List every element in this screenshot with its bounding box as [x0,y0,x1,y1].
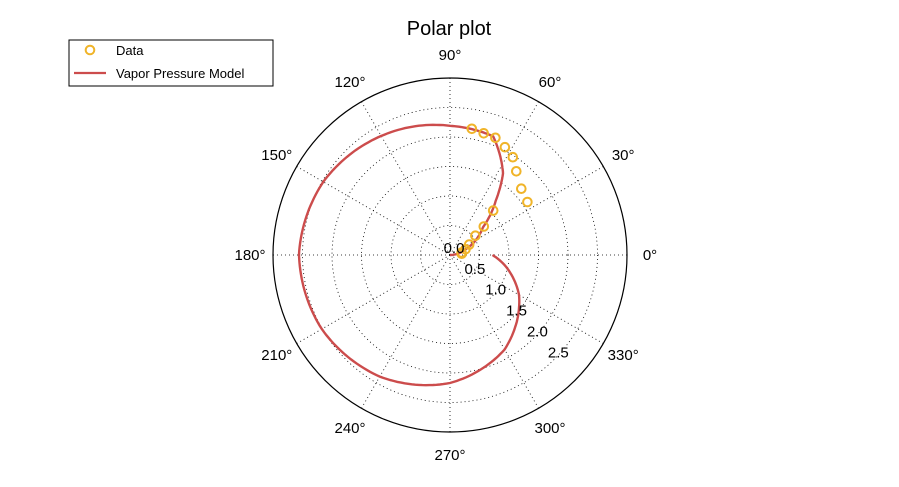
data-point [463,239,475,250]
angular-gridline [361,254,451,409]
data-point [516,183,527,194]
angular-gridline [296,166,451,256]
legend-box [68,39,274,87]
data-point [478,221,490,232]
data-point [507,151,519,163]
radial-gridline [331,136,569,374]
data-point [470,230,481,241]
series-layer [297,123,533,387]
legend: Data Vapor Pressure Model [68,39,274,87]
outer-ring [272,77,628,433]
data-point [490,132,501,144]
angular-gridline [449,254,539,409]
angle-tick-label: 300° [534,420,565,437]
angle-tick-label: 240° [334,420,365,437]
radial-tick-label: 0.5 [464,261,485,278]
angle-tick-label: 180° [234,247,265,264]
angular-gridline [449,254,604,344]
data-point [478,128,490,139]
polar-grid [273,78,627,432]
angle-tick-label: 210° [261,347,292,364]
radial-gridline [420,225,480,285]
legend-label-data: Data [116,43,144,58]
radial-tick-label: 2.0 [527,323,548,340]
legend-data-marker [84,44,96,56]
data-point [499,141,511,153]
angle-tick-label: 270° [434,447,465,464]
angular-gridline [449,101,539,256]
angular-gridline [449,166,604,256]
radial-tick-label: 2.5 [548,344,569,361]
angle-tick-label: 30° [612,147,635,164]
data-point [487,205,499,216]
data-point [511,166,522,177]
angle-tick-label: 0° [643,247,657,264]
angular-gridline [296,254,451,344]
chart-title: Polar plot [407,18,492,40]
radial-tick-label: 1.0 [485,282,506,299]
radial-tick-label: 1.5 [506,303,527,320]
radial-gridline [390,195,510,315]
axis-labels: 0° 30° 60° 90° 120° 150° 180° 210° 240° 270° 300° 3… [234,47,657,464]
radial-gridline [302,107,598,403]
angle-tick-label: 120° [334,74,365,91]
angle-tick-label: 90° [439,47,462,64]
angle-tick-label: 330° [608,347,639,364]
angle-tick-label: 150° [261,147,292,164]
radial-tick-label: 0.0 [444,240,465,257]
data-point [522,196,533,208]
legend-label-model: Vapor Pressure Model [116,66,244,81]
angular-gridline [361,101,451,256]
data-point [466,123,478,135]
angle-tick-label: 60° [539,74,562,91]
